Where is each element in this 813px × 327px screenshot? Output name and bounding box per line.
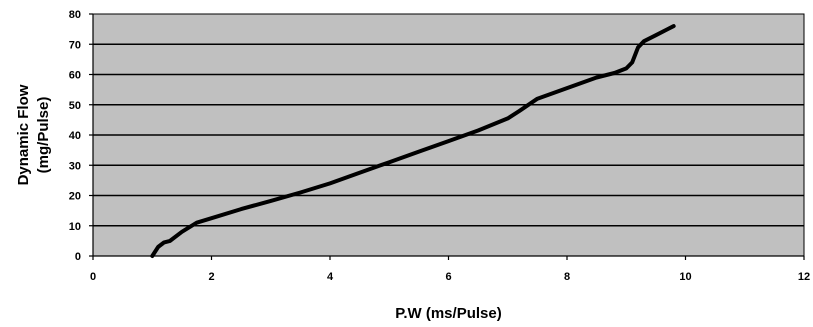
x-tick-label: 0 — [90, 271, 96, 283]
x-tick-label: 2 — [208, 271, 214, 283]
x-axis-title: P.W (ms/Pulse) — [395, 305, 501, 322]
y-tick-label: 40 — [69, 130, 81, 142]
y-axis-title: Dynamic Flow (mg/Pulse) — [15, 84, 52, 185]
y-axis-title-line2: (mg/Pulse) — [35, 97, 52, 174]
y-tick-labels: 0 10 20 30 40 50 60 70 80 — [69, 9, 81, 263]
x-tick-label: 4 — [327, 271, 334, 283]
x-tick-label: 12 — [798, 271, 810, 283]
axes — [89, 13, 805, 260]
y-tick-label: 10 — [69, 221, 81, 233]
y-tick-label: 70 — [69, 39, 81, 51]
y-axis-title-line1: Dynamic Flow — [15, 84, 32, 185]
x-tick-label: 10 — [679, 271, 691, 283]
y-tick-label: 0 — [75, 251, 81, 263]
y-tick-label: 30 — [69, 160, 81, 172]
gridlines — [93, 43, 804, 227]
y-tick-label: 50 — [69, 100, 81, 112]
series-line — [150, 24, 676, 258]
x-tick-label: 8 — [564, 271, 570, 283]
y-tick-label: 80 — [69, 9, 81, 21]
x-tick-labels: 0 2 4 6 8 10 12 — [90, 271, 810, 283]
x-tick-label: 6 — [445, 271, 451, 283]
y-tick-label: 20 — [69, 191, 81, 203]
y-tick-label: 60 — [69, 70, 81, 82]
